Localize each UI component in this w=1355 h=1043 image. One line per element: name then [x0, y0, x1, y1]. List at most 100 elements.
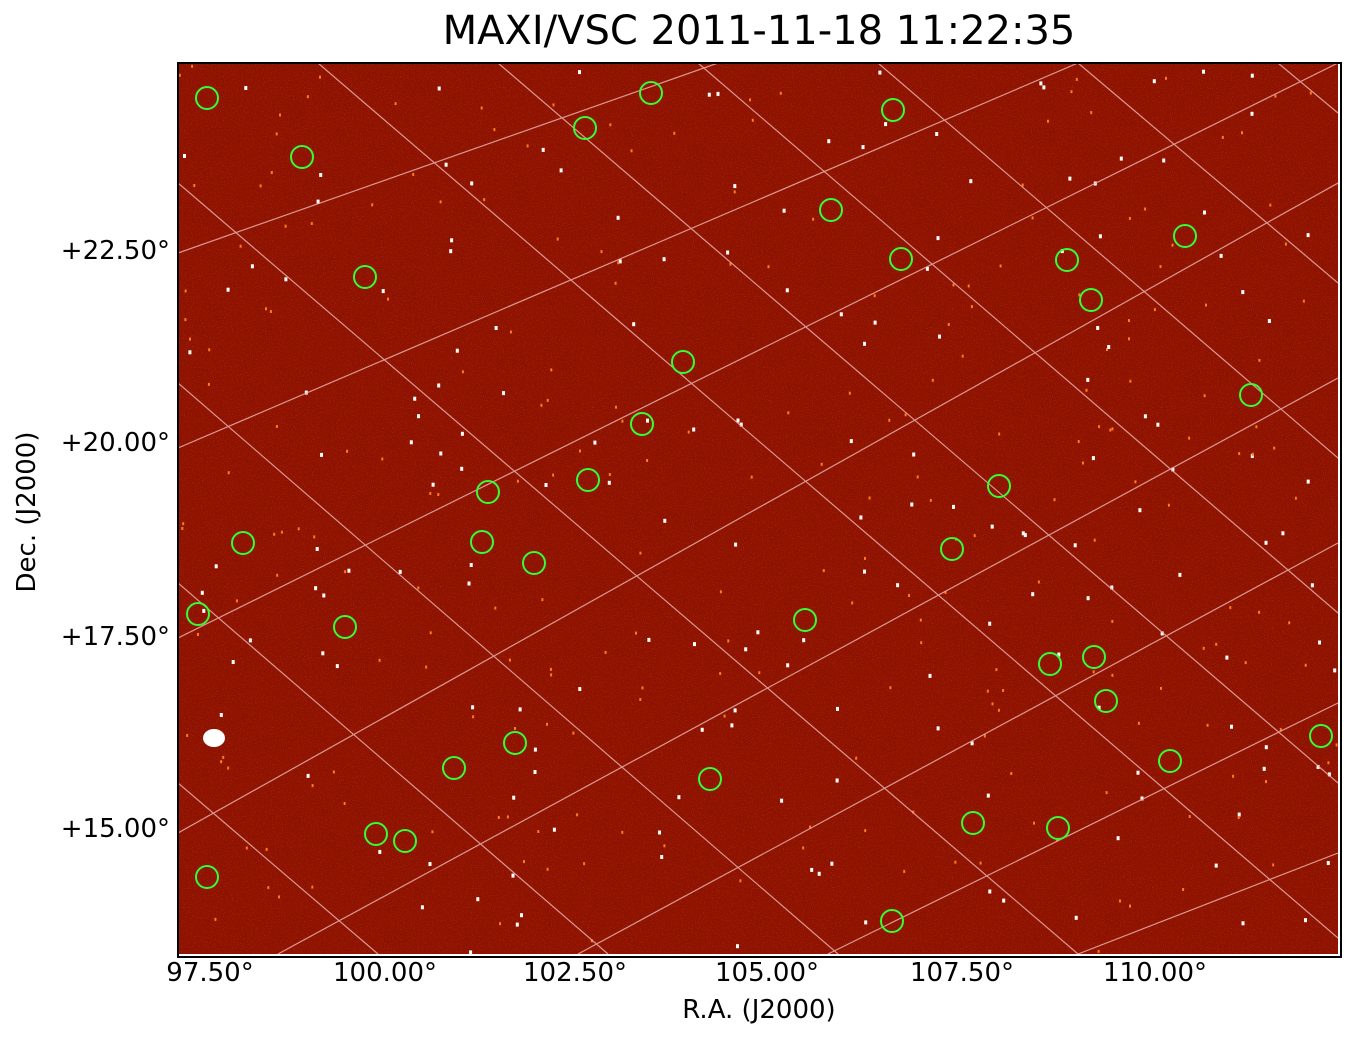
- hot-pixel: [549, 667, 552, 671]
- hot-pixel: [222, 755, 225, 759]
- hot-pixel: [1188, 815, 1191, 818]
- hot-pixel: [493, 128, 496, 132]
- sky-map-image: [178, 63, 1338, 954]
- hot-pixel: [214, 917, 217, 921]
- hot-pixel: [1188, 436, 1191, 440]
- hot-pixel: [1294, 496, 1297, 500]
- x-tick-label: 107.50°: [910, 958, 1014, 988]
- source-marker-circle: [576, 468, 600, 492]
- hot-pixel: [1111, 673, 1114, 677]
- hot-pixel: [822, 569, 825, 573]
- hot-pixel: [1037, 580, 1040, 584]
- hot-pixel: [347, 568, 351, 573]
- grid-line: [1077, 63, 1338, 284]
- hot-pixel: [663, 844, 666, 848]
- hot-pixel: [802, 638, 806, 643]
- hot-pixel: [439, 200, 442, 204]
- hot-pixel: [1304, 663, 1307, 667]
- hot-pixel: [758, 671, 761, 675]
- hot-pixel: [483, 198, 486, 202]
- grid-line: [827, 702, 1338, 954]
- source-marker-circle: [819, 198, 843, 222]
- hot-pixel: [1068, 176, 1072, 181]
- hot-pixel: [541, 598, 544, 602]
- hot-pixel: [729, 262, 732, 266]
- hot-pixel: [1333, 668, 1337, 673]
- hot-pixel: [275, 425, 278, 428]
- hot-pixel: [1230, 724, 1233, 729]
- hot-pixel: [733, 190, 736, 194]
- source-marker-circle: [1038, 652, 1062, 676]
- hot-pixel: [297, 527, 300, 531]
- hot-pixel: [1090, 111, 1093, 115]
- hot-pixel: [632, 322, 636, 327]
- hot-pixel: [1039, 81, 1043, 86]
- hot-pixel: [727, 639, 730, 643]
- hot-pixel: [1119, 156, 1123, 161]
- hot-pixel: [961, 354, 964, 358]
- hot-pixel: [275, 132, 278, 136]
- hot-pixel: [313, 535, 316, 539]
- source-marker-circle: [793, 608, 817, 632]
- hot-pixel: [1221, 135, 1224, 139]
- hot-pixel: [470, 181, 474, 186]
- source-marker-circle: [1173, 224, 1197, 248]
- source-marker-circle: [333, 615, 357, 639]
- hot-pixel: [1272, 863, 1275, 867]
- hot-pixel: [600, 250, 603, 254]
- hot-pixel: [1326, 861, 1330, 865]
- hot-pixel: [378, 658, 381, 662]
- hot-pixel: [409, 440, 413, 445]
- hot-pixel: [1310, 583, 1314, 588]
- hot-pixel: [938, 334, 941, 339]
- hot-pixel: [990, 524, 994, 529]
- hot-pixel: [593, 440, 597, 445]
- hot-pixel: [903, 869, 906, 873]
- hot-pixel: [1250, 111, 1254, 116]
- hot-pixel: [516, 479, 519, 483]
- hot-pixel: [494, 326, 498, 330]
- hot-pixel: [231, 660, 235, 664]
- hot-pixel: [280, 530, 283, 534]
- image-title: MAXI/VSC 2011-11-18 11:22:35: [442, 8, 1076, 54]
- hot-pixel: [428, 862, 432, 866]
- hot-pixel: [449, 249, 453, 254]
- source-marker-circle: [639, 81, 663, 105]
- hot-pixel: [1111, 427, 1114, 431]
- hot-pixel: [1309, 91, 1312, 95]
- hot-pixel: [1171, 467, 1175, 472]
- source-marker-circle: [476, 480, 500, 504]
- hot-pixel: [1119, 899, 1121, 903]
- grid-line: [277, 377, 1338, 954]
- hot-pixel: [1138, 508, 1142, 513]
- hot-pixel: [245, 846, 248, 850]
- hot-pixel: [1258, 610, 1261, 614]
- source-marker-circle: [195, 86, 219, 110]
- hot-pixel: [1160, 631, 1164, 636]
- hot-pixel: [1144, 207, 1147, 211]
- hot-pixel: [1082, 461, 1084, 465]
- hot-pixel: [322, 593, 326, 598]
- hot-pixel: [576, 813, 579, 817]
- hot-pixel: [239, 244, 242, 248]
- hot-pixel: [511, 873, 515, 878]
- hot-pixel: [178, 73, 181, 77]
- hot-pixel: [912, 452, 916, 457]
- x-tick-label: 105.00°: [715, 958, 819, 988]
- hot-pixel: [736, 418, 740, 423]
- hot-pixel: [1265, 780, 1267, 784]
- hot-pixel: [988, 889, 992, 894]
- hot-pixel: [550, 368, 553, 372]
- hot-pixel: [227, 471, 230, 475]
- x-tick-label: 102.50°: [523, 958, 627, 988]
- source-marker-circle: [1239, 383, 1263, 407]
- hot-pixel: [604, 650, 607, 654]
- hot-pixel: [1160, 686, 1162, 690]
- hot-pixel: [387, 297, 389, 301]
- hot-pixel: [1214, 863, 1218, 868]
- hot-pixel: [394, 102, 397, 106]
- hot-pixel: [660, 855, 664, 859]
- hot-pixel: [1274, 94, 1277, 98]
- hot-pixel: [1075, 77, 1078, 81]
- hot-pixel: [248, 638, 252, 643]
